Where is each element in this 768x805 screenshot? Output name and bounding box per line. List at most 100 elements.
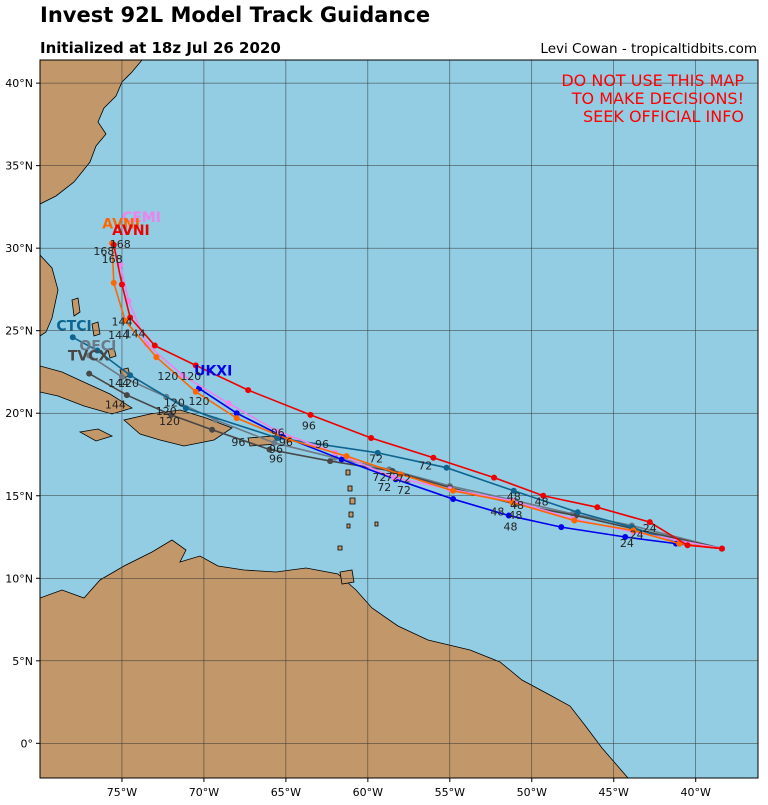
track-point (209, 426, 216, 433)
hour-label: 24 (643, 522, 657, 535)
track-point (110, 279, 117, 286)
y-tick-label: 5°N (12, 655, 33, 668)
hour-label: 48 (535, 496, 549, 509)
track-point (450, 487, 457, 494)
track-point (274, 428, 281, 435)
x-tick-label: 50°W (517, 786, 547, 799)
y-tick-label: 15°N (5, 490, 33, 503)
hour-label: 72 (418, 459, 432, 472)
track-point (338, 456, 345, 463)
track-point (233, 415, 240, 422)
track-point (558, 524, 565, 531)
track-point (510, 487, 517, 494)
y-tick-label: 20°N (5, 407, 33, 420)
tracks (69, 240, 725, 552)
hour-label: 144 (105, 398, 126, 411)
y-tick-label: 35°N (5, 160, 33, 173)
credit: Levi Cowan - tropicaltidbits.com (540, 41, 757, 57)
hour-label: 96 (279, 436, 293, 449)
hour-label: 48 (503, 520, 517, 533)
track-point (266, 446, 273, 453)
track-point (443, 464, 450, 471)
y-tick-label: 10°N (5, 572, 33, 585)
hour-label: 96 (269, 443, 283, 456)
graticule (40, 60, 758, 778)
track-point (192, 388, 199, 395)
hour-label: 48 (507, 491, 521, 504)
track-point (391, 474, 398, 481)
model-label: AVNI (112, 223, 150, 239)
x-tick-label: 70°W (189, 786, 219, 799)
track-point (491, 474, 498, 481)
track-point (225, 400, 232, 407)
track-point (69, 334, 76, 341)
track-point (182, 405, 189, 412)
track-point (118, 281, 125, 288)
track-point (307, 411, 314, 418)
warning-line: DO NOT USE THIS MAP (561, 71, 744, 90)
track-point (245, 387, 252, 394)
hour-label: 96 (302, 420, 316, 433)
hour-label: 120 (157, 370, 178, 383)
track-point (153, 354, 160, 361)
x-tick-label: 65°W (271, 786, 301, 799)
track-point (86, 352, 93, 359)
track-point (123, 392, 130, 399)
track-point (233, 410, 240, 417)
hour-label: 120 (159, 415, 180, 428)
hour-label: 72 (397, 484, 411, 497)
hour-label: 120 (118, 377, 139, 390)
track-point (151, 342, 158, 349)
track-point (646, 519, 653, 526)
warning-line: SEEK OFFICIAL INFO (583, 107, 744, 126)
hour-label: 96 (231, 436, 245, 449)
hour-label: 144 (108, 329, 129, 342)
track-line (72, 336, 723, 550)
model-label: CTCI (56, 319, 91, 335)
track-point (505, 512, 512, 519)
track-point (509, 499, 516, 506)
warning-line: TO MAKE DECISIONS! (571, 89, 744, 108)
hour-label: 72 (369, 453, 383, 466)
track-point (127, 314, 134, 321)
track-point (397, 471, 404, 478)
track-point (168, 411, 175, 418)
hour-label: 96 (269, 453, 283, 466)
hour-label: 96 (271, 426, 285, 439)
model-label: AVNI (102, 216, 140, 232)
track-point (286, 436, 293, 443)
map-frame (39, 59, 759, 779)
track-point (374, 449, 381, 456)
hour-label: 168 (102, 253, 123, 266)
track-point (684, 542, 691, 549)
y-tick-label: 40°N (5, 77, 33, 90)
model-label: UKXI (194, 363, 232, 379)
hour-label: 168 (110, 238, 131, 251)
track-point (86, 370, 93, 377)
track-point (271, 439, 278, 446)
track-point (574, 509, 581, 516)
track-point (122, 317, 129, 324)
track-point (676, 540, 683, 547)
hour-label: 144 (125, 327, 146, 340)
hour-label: 72 (372, 471, 386, 484)
y-tick-label: 0° (21, 737, 34, 750)
hour-label: 48 (490, 506, 504, 519)
hour-label: 96 (315, 438, 329, 451)
hour-label: 72 (377, 481, 391, 494)
hour-label: 120 (156, 405, 177, 418)
model-label: OFCI (79, 339, 116, 355)
track-point (274, 434, 281, 441)
y-tick-label: 30°N (5, 242, 33, 255)
hour-label: 120 (180, 370, 201, 383)
x-tick-label: 60°W (353, 786, 383, 799)
track-point (179, 372, 186, 379)
track-point (94, 347, 101, 354)
track-point (450, 496, 457, 503)
subtitle: Initialized at 18z Jul 26 2020 (40, 39, 281, 57)
track-point (630, 527, 637, 534)
hour-label: 120 (164, 397, 185, 410)
hour-label: 24 (630, 529, 644, 542)
